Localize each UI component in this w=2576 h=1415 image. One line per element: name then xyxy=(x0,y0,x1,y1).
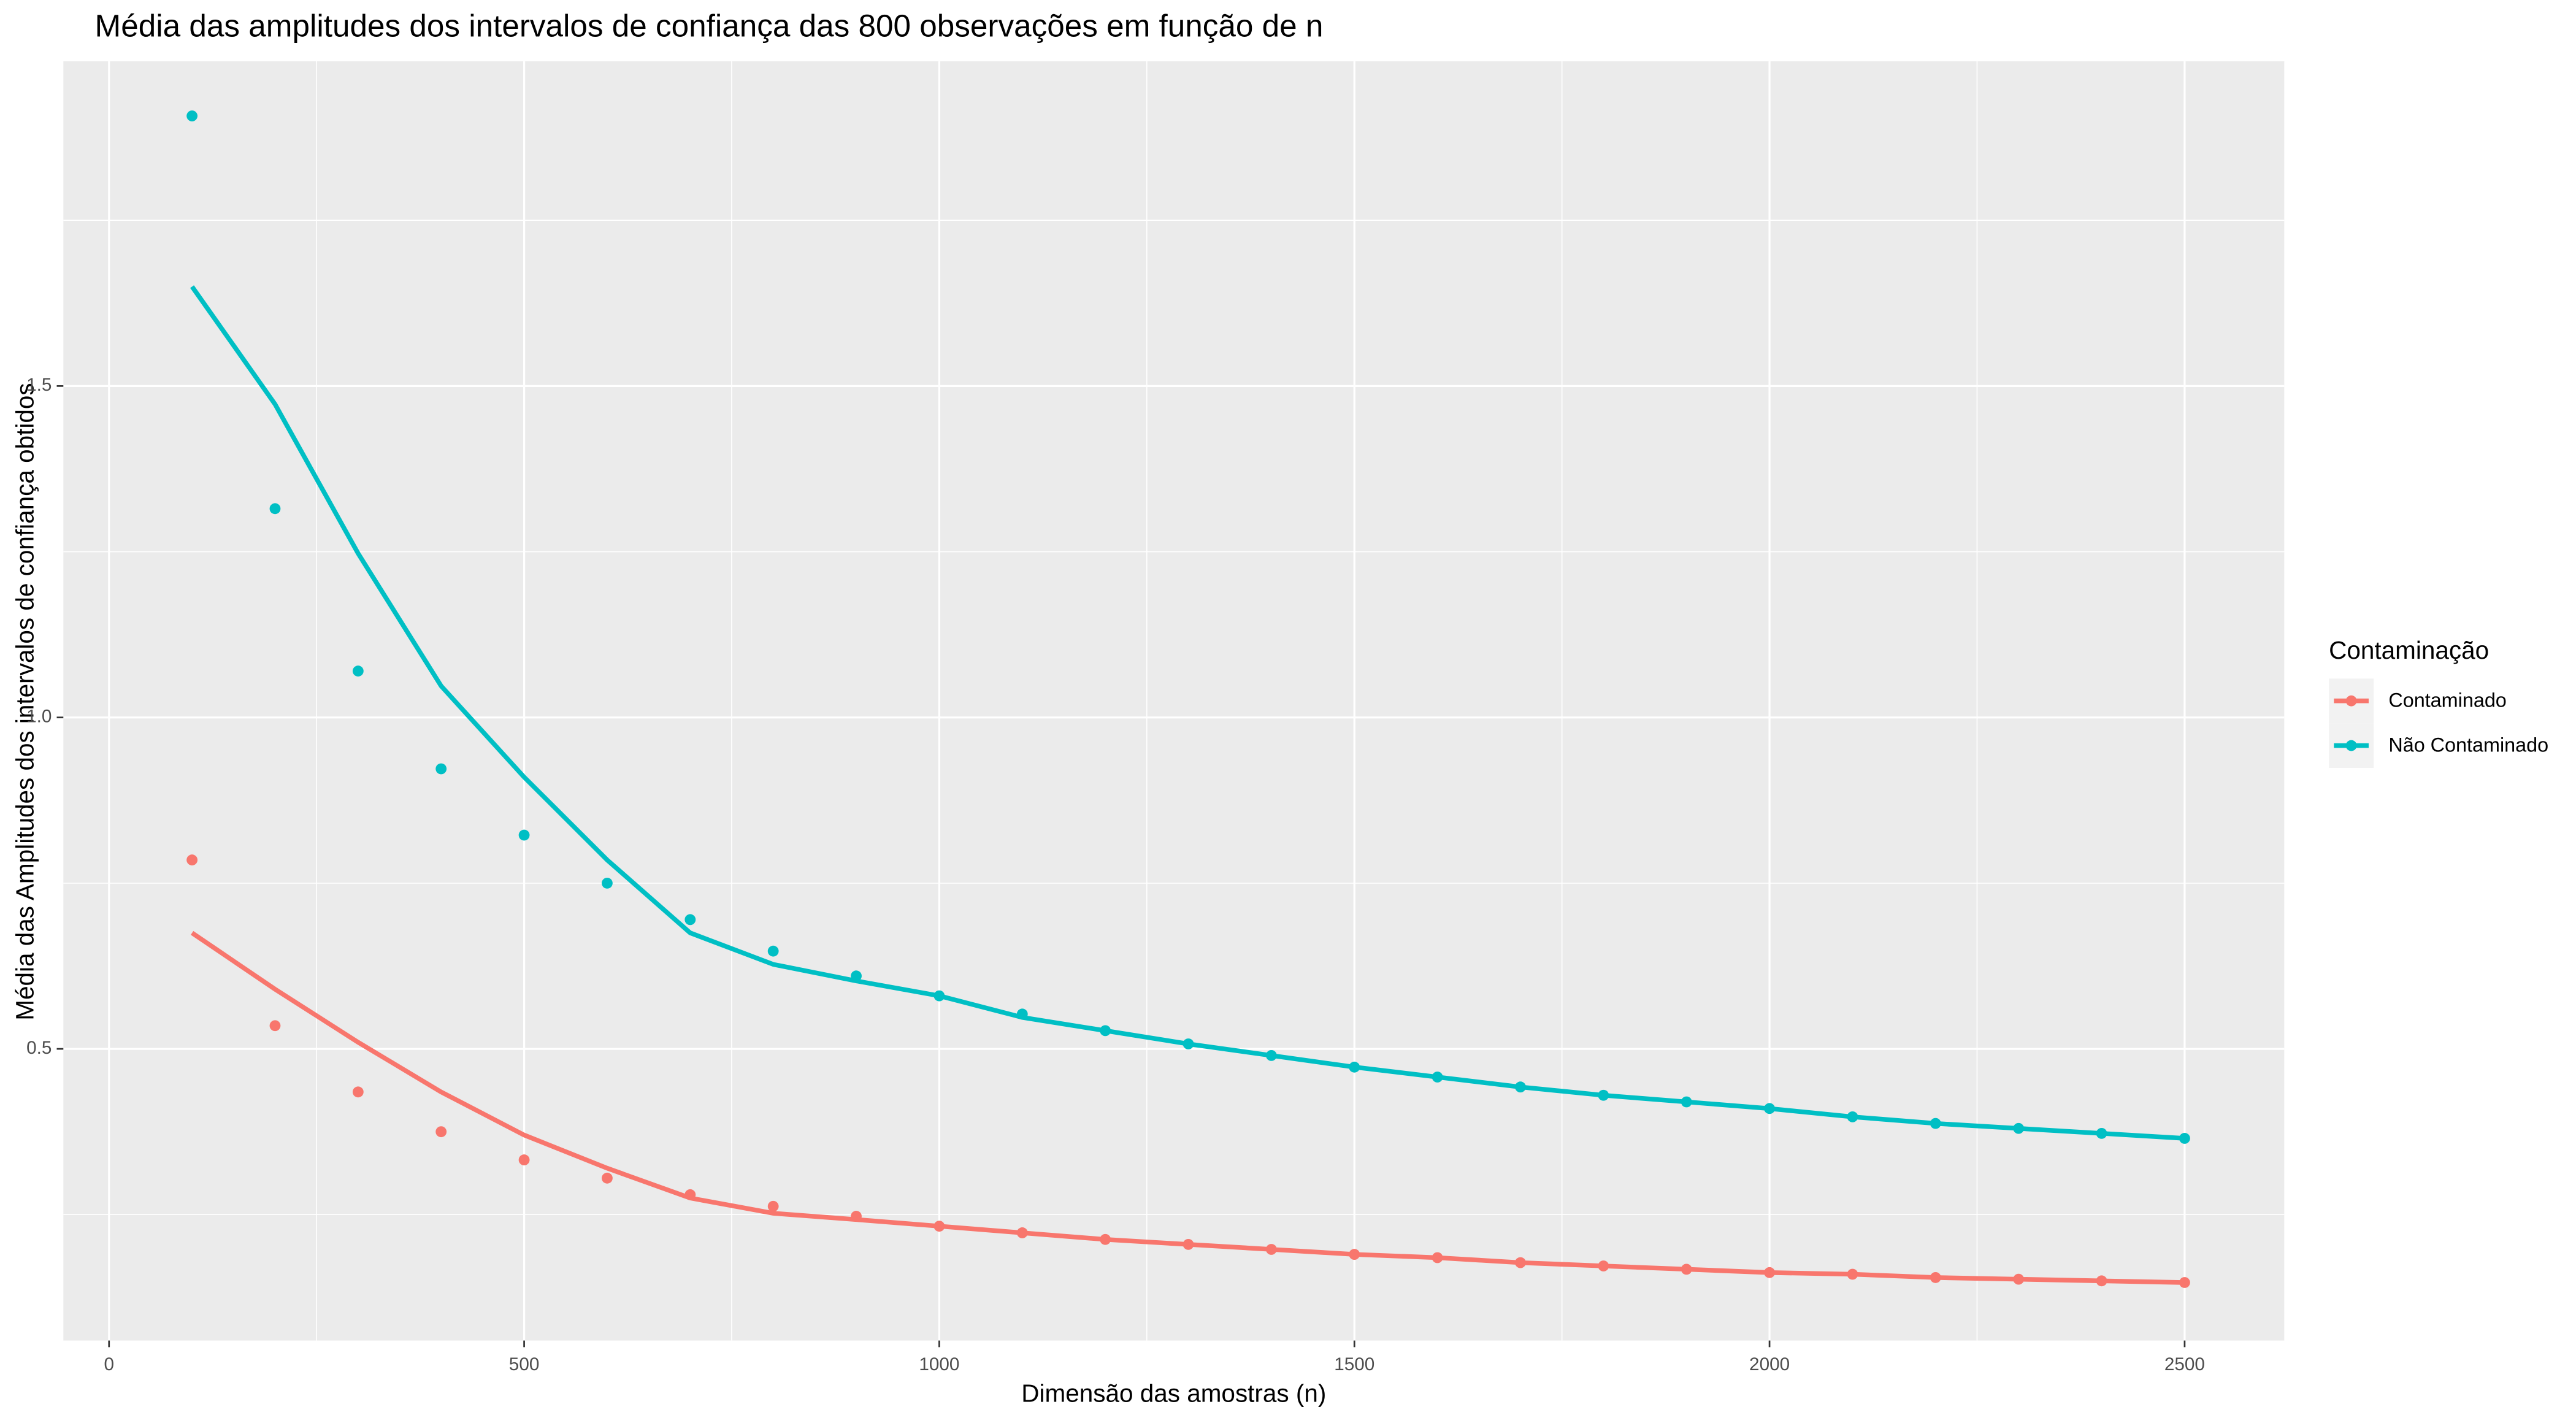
data-point xyxy=(1265,1049,1277,1061)
data-point xyxy=(1598,1089,1609,1101)
data-point xyxy=(1764,1103,1775,1114)
data-point xyxy=(518,829,530,841)
data-point xyxy=(186,110,198,121)
data-point xyxy=(2179,1133,2190,1144)
data-point xyxy=(1681,1096,1692,1108)
data-point xyxy=(2013,1122,2025,1134)
data-point xyxy=(1349,1061,1360,1073)
data-point xyxy=(269,503,281,515)
data-point xyxy=(518,1154,530,1165)
data-point xyxy=(1681,1264,1692,1275)
data-point xyxy=(767,945,779,957)
legend-point xyxy=(2345,695,2357,707)
y-tick-label: 1.0 xyxy=(26,707,52,727)
legend-title: Contaminação xyxy=(2329,636,2489,664)
x-tick-label: 1500 xyxy=(1334,1354,1374,1375)
data-point xyxy=(1100,1233,1111,1245)
data-point xyxy=(1930,1118,1941,1129)
legend-label: Não Contaminado xyxy=(2388,734,2548,756)
data-point xyxy=(1016,1008,1028,1020)
data-point xyxy=(1432,1252,1443,1264)
data-point xyxy=(1764,1267,1775,1278)
data-point xyxy=(1432,1072,1443,1083)
data-point xyxy=(1598,1260,1609,1271)
y-tick-label: 0.5 xyxy=(26,1038,52,1058)
data-point xyxy=(1515,1081,1526,1093)
x-tick-label: 1000 xyxy=(919,1354,959,1375)
x-tick-label: 2500 xyxy=(2164,1354,2205,1375)
data-point xyxy=(602,1172,613,1184)
legend-label: Contaminado xyxy=(2388,689,2506,711)
data-point xyxy=(2096,1275,2107,1287)
data-point xyxy=(1183,1038,1194,1049)
data-point xyxy=(1265,1244,1277,1255)
plot-panel xyxy=(63,61,2285,1341)
x-tick-label: 500 xyxy=(509,1354,540,1375)
data-point xyxy=(1349,1249,1360,1260)
legend-point xyxy=(2345,740,2357,751)
data-point xyxy=(1847,1268,1858,1280)
x-tick-label: 2000 xyxy=(1749,1354,1790,1375)
data-point xyxy=(1183,1238,1194,1250)
data-point xyxy=(1100,1025,1111,1037)
x-tick-label: 0 xyxy=(104,1354,114,1375)
data-point xyxy=(851,970,862,982)
data-point xyxy=(1930,1272,1941,1283)
data-point xyxy=(767,1200,779,1212)
data-point xyxy=(435,763,447,775)
data-point xyxy=(851,1211,862,1222)
data-point xyxy=(684,1189,696,1200)
data-point xyxy=(602,877,613,889)
data-point xyxy=(684,914,696,926)
y-tick-label: 1.5 xyxy=(26,375,52,395)
data-point xyxy=(352,665,364,677)
data-point xyxy=(2179,1277,2190,1288)
x-axis-title: Dimensão das amostras (n) xyxy=(1021,1379,1326,1407)
data-point xyxy=(1515,1257,1526,1268)
data-point xyxy=(2096,1127,2107,1139)
data-point xyxy=(1016,1227,1028,1238)
data-point xyxy=(435,1126,447,1138)
data-point xyxy=(933,990,945,1002)
data-point xyxy=(186,854,198,865)
data-point xyxy=(269,1020,281,1032)
data-point xyxy=(1847,1111,1858,1122)
chart-title: Média das amplitudes dos intervalos de c… xyxy=(95,8,1324,43)
y-axis-title: Média das Amplitudes dos intervalos de c… xyxy=(11,383,39,1020)
data-point xyxy=(933,1221,945,1232)
data-point xyxy=(2013,1273,2025,1285)
data-point xyxy=(352,1086,364,1098)
